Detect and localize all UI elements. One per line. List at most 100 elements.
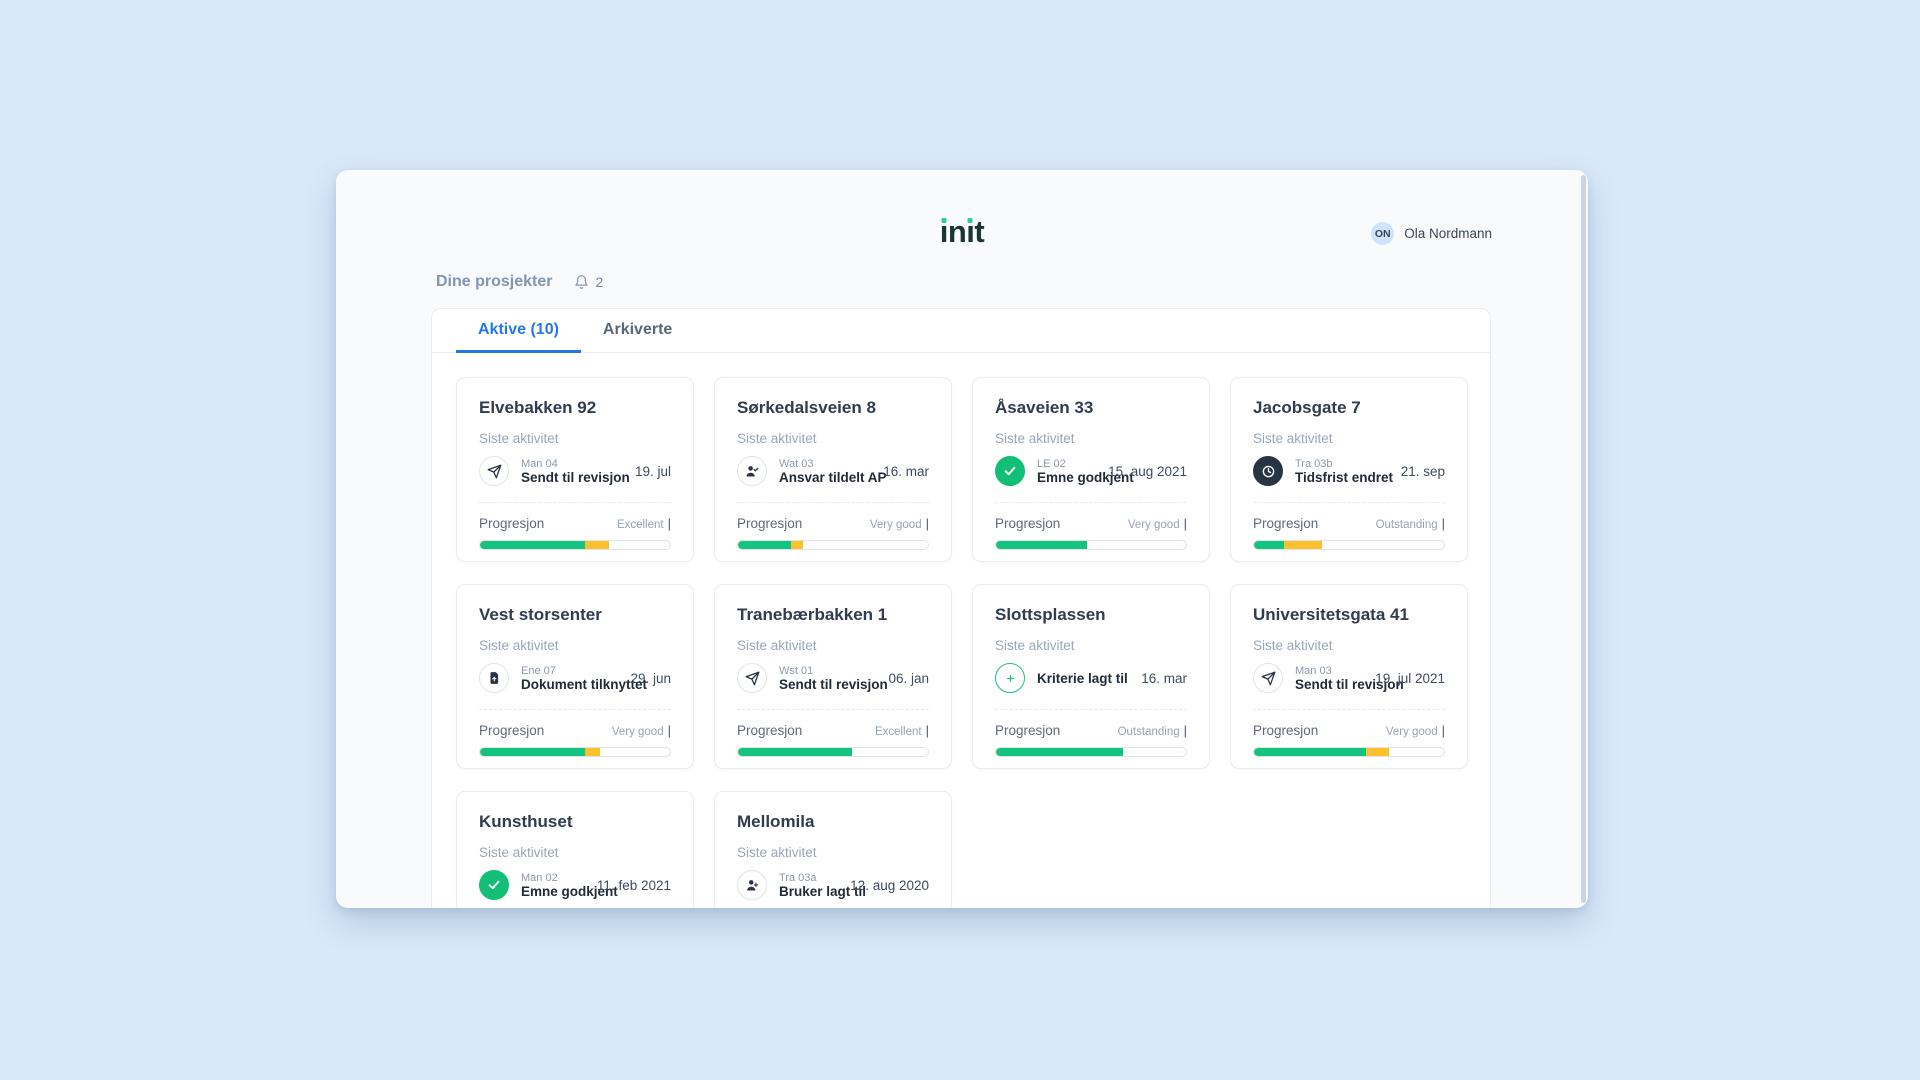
check-icon xyxy=(995,456,1025,486)
last-activity: LE 02 Emne godkjent 15. aug 2021 xyxy=(995,456,1187,486)
project-card[interactable]: Vest storsenter Siste aktivitet Ene 07 Doku… xyxy=(456,584,694,769)
activity-name: Tidsfrist endret xyxy=(1295,469,1394,485)
progress-green-segment xyxy=(480,748,585,756)
activity-date: 19. jul 2021 xyxy=(1375,670,1445,686)
activity-name: Ansvar tildelt AP xyxy=(779,469,887,485)
progress-rating: Very good | xyxy=(1385,723,1445,738)
progress-header: Progresjon Outstanding | xyxy=(995,723,1187,738)
divider xyxy=(737,709,929,710)
divider xyxy=(1253,502,1445,503)
rating-divider: | xyxy=(667,516,671,531)
activity-date: 19. jul xyxy=(634,463,671,479)
divider xyxy=(479,709,671,710)
progress-rating: Very good | xyxy=(1127,516,1187,531)
progress-label: Progresjon xyxy=(1253,516,1319,531)
progress-label: Progresjon xyxy=(479,723,545,738)
progress-yellow-segment xyxy=(1366,748,1389,756)
progress-label: Progresjon xyxy=(737,723,803,738)
progress-rating: Excellent | xyxy=(616,516,671,531)
notifications[interactable]: 2 xyxy=(574,274,603,290)
app-window: ınıt ON Ola Nordmann Dine prosjekter 2 A… xyxy=(336,170,1588,908)
last-activity-label: Siste aktivitet xyxy=(737,638,817,653)
activity-date: 21. sep xyxy=(1400,463,1445,479)
project-card[interactable]: Universitetsgata 41 Siste aktivitet Man 03… xyxy=(1230,584,1468,769)
avatar[interactable]: ON xyxy=(1371,222,1395,245)
tab-aktive[interactable]: Aktive (10) xyxy=(456,309,581,353)
progress-green-segment xyxy=(996,541,1088,549)
tab-bar: Aktive (10) Arkiverte xyxy=(432,309,1490,353)
project-card[interactable]: Kunsthuset Siste aktivitet Man 02 Emne godk… xyxy=(456,791,694,908)
last-activity-label: Siste aktivitet xyxy=(479,845,559,860)
progress-header: Progresjon Excellent | xyxy=(737,723,929,738)
activity-date: 16. mar xyxy=(1141,670,1187,686)
last-activity-label: Siste aktivitet xyxy=(995,638,1075,653)
progress-header: Progresjon Very good | xyxy=(479,723,671,738)
progress-rating: Outstanding | xyxy=(1375,516,1445,531)
progress-bar xyxy=(737,540,929,550)
progress-bar xyxy=(479,747,671,757)
progress-bar xyxy=(737,747,929,757)
clock-icon xyxy=(1253,456,1283,486)
divider xyxy=(1253,709,1445,710)
bell-icon xyxy=(574,274,589,290)
activity-date: 11. feb 2021 xyxy=(596,877,671,893)
page-title: Dine prosjekter xyxy=(436,273,553,290)
last-activity: Ene 07 Dokument tilknyttet 29. jun xyxy=(479,663,671,693)
progress-yellow-segment xyxy=(584,748,600,756)
user-menu[interactable]: ON Ola Nordmann xyxy=(1371,222,1492,245)
window-scrollbar[interactable] xyxy=(1581,175,1586,903)
rating-divider: | xyxy=(1183,516,1187,531)
project-card[interactable]: Sørkedalsveien 8 Siste aktivitet Wat 03 Ans… xyxy=(714,377,952,562)
progress-label: Progresjon xyxy=(479,516,545,531)
plus-circle-icon xyxy=(995,663,1025,693)
progress-header: Progresjon Very good | xyxy=(1253,723,1445,738)
activity-code: Ene 07 xyxy=(521,664,556,677)
last-activity: Tra 03a Bruker lagt til 12. aug 2020 xyxy=(737,870,929,900)
project-card[interactable]: Åsaveien 33 Siste aktivitet LE 02 Emne godk… xyxy=(972,377,1210,562)
projects-grid: Elvebakken 92 Siste aktivitet Man 04 Sendt … xyxy=(432,353,1490,908)
project-card[interactable]: Elvebakken 92 Siste aktivitet Man 04 Sendt … xyxy=(456,377,694,562)
send-icon xyxy=(1253,663,1283,693)
progress-rating: Excellent | xyxy=(874,723,929,738)
project-card[interactable]: Tranebærbakken 1 Siste aktivitet Wst 01 Sen… xyxy=(714,584,952,769)
last-activity-label: Siste aktivitet xyxy=(1253,638,1333,653)
activity-code: Man 04 xyxy=(521,457,558,470)
activity-date: 06. jan xyxy=(888,670,929,686)
divider xyxy=(479,502,671,503)
progress-yellow-segment xyxy=(791,541,803,549)
progress-rating: Outstanding | xyxy=(1117,723,1187,738)
rating-divider: | xyxy=(1183,723,1187,738)
project-card[interactable]: Slottsplassen Siste aktivitet Kriterie lag… xyxy=(972,584,1210,769)
activity-date: 29. jun xyxy=(630,670,671,686)
project-name: Tranebærbakken 1 xyxy=(737,605,888,624)
progress-green-segment xyxy=(996,748,1124,756)
activity-code: Man 03 xyxy=(1295,664,1332,677)
send-icon xyxy=(479,456,509,486)
app-logo: ınıt xyxy=(939,214,985,249)
project-name: Slottsplassen xyxy=(995,605,1106,624)
project-name: Jacobsgate 7 xyxy=(1253,398,1361,417)
last-activity-label: Siste aktivitet xyxy=(737,431,817,446)
tab-arkiverte[interactable]: Arkiverte xyxy=(602,320,673,338)
progress-label: Progresjon xyxy=(1253,723,1319,738)
activity-code: Man 02 xyxy=(521,871,558,884)
activity-code: LE 02 xyxy=(1037,457,1066,470)
activity-date: 15. aug 2021 xyxy=(1108,463,1187,479)
project-card[interactable]: Mellomila Siste aktivitet Tra 03a Bruker la… xyxy=(714,791,952,908)
last-activity: Tra 03b Tidsfrist endret 21. sep xyxy=(1253,456,1445,486)
progress-label: Progresjon xyxy=(737,516,803,531)
user-name: Ola Nordmann xyxy=(1404,226,1492,241)
last-activity-label: Siste aktivitet xyxy=(479,638,559,653)
last-activity-label: Siste aktivitet xyxy=(1253,431,1333,446)
progress-green-segment xyxy=(1254,541,1285,549)
divider xyxy=(737,502,929,503)
project-name: Elvebakken 92 xyxy=(479,398,597,417)
progress-header: Progresjon Very good | xyxy=(995,516,1187,531)
send-icon xyxy=(737,663,767,693)
divider xyxy=(995,502,1187,503)
progress-header: Progresjon Excellent | xyxy=(479,516,671,531)
progress-green-segment xyxy=(1254,748,1367,756)
check-icon xyxy=(479,870,509,900)
activity-name: Sendt til revisjon xyxy=(1295,676,1404,692)
project-card[interactable]: Jacobsgate 7 Siste aktivitet Tra 03b Tidsfr… xyxy=(1230,377,1468,562)
